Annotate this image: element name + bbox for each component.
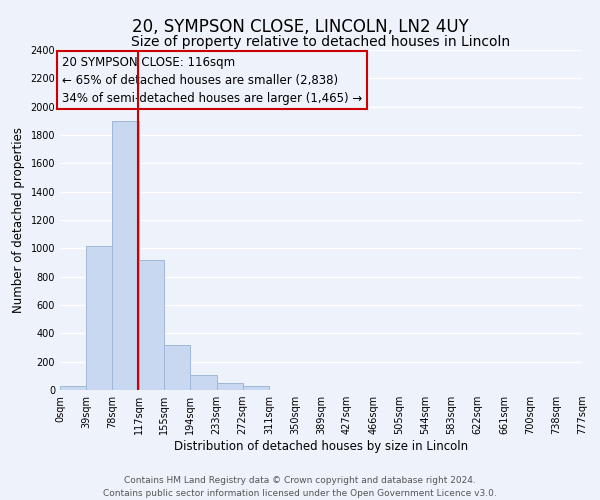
Text: Contains HM Land Registry data © Crown copyright and database right 2024.
Contai: Contains HM Land Registry data © Crown c…: [103, 476, 497, 498]
Bar: [217, 383, 243, 390]
Text: 20 SYMPSON CLOSE: 116sqm
← 65% of detached houses are smaller (2,838)
34% of sem: 20 SYMPSON CLOSE: 116sqm ← 65% of detach…: [62, 56, 362, 104]
Bar: [60, 386, 86, 390]
Bar: [190, 375, 217, 390]
Bar: [164, 344, 190, 390]
Y-axis label: Number of detached properties: Number of detached properties: [12, 127, 25, 313]
X-axis label: Distribution of detached houses by size in Lincoln: Distribution of detached houses by size …: [174, 440, 468, 453]
Bar: [139, 260, 164, 390]
Bar: [243, 386, 269, 390]
Bar: [112, 121, 139, 390]
Title: Size of property relative to detached houses in Lincoln: Size of property relative to detached ho…: [131, 35, 511, 49]
Text: 20, SYMPSON CLOSE, LINCOLN, LN2 4UY: 20, SYMPSON CLOSE, LINCOLN, LN2 4UY: [131, 18, 469, 36]
Bar: [86, 246, 112, 390]
